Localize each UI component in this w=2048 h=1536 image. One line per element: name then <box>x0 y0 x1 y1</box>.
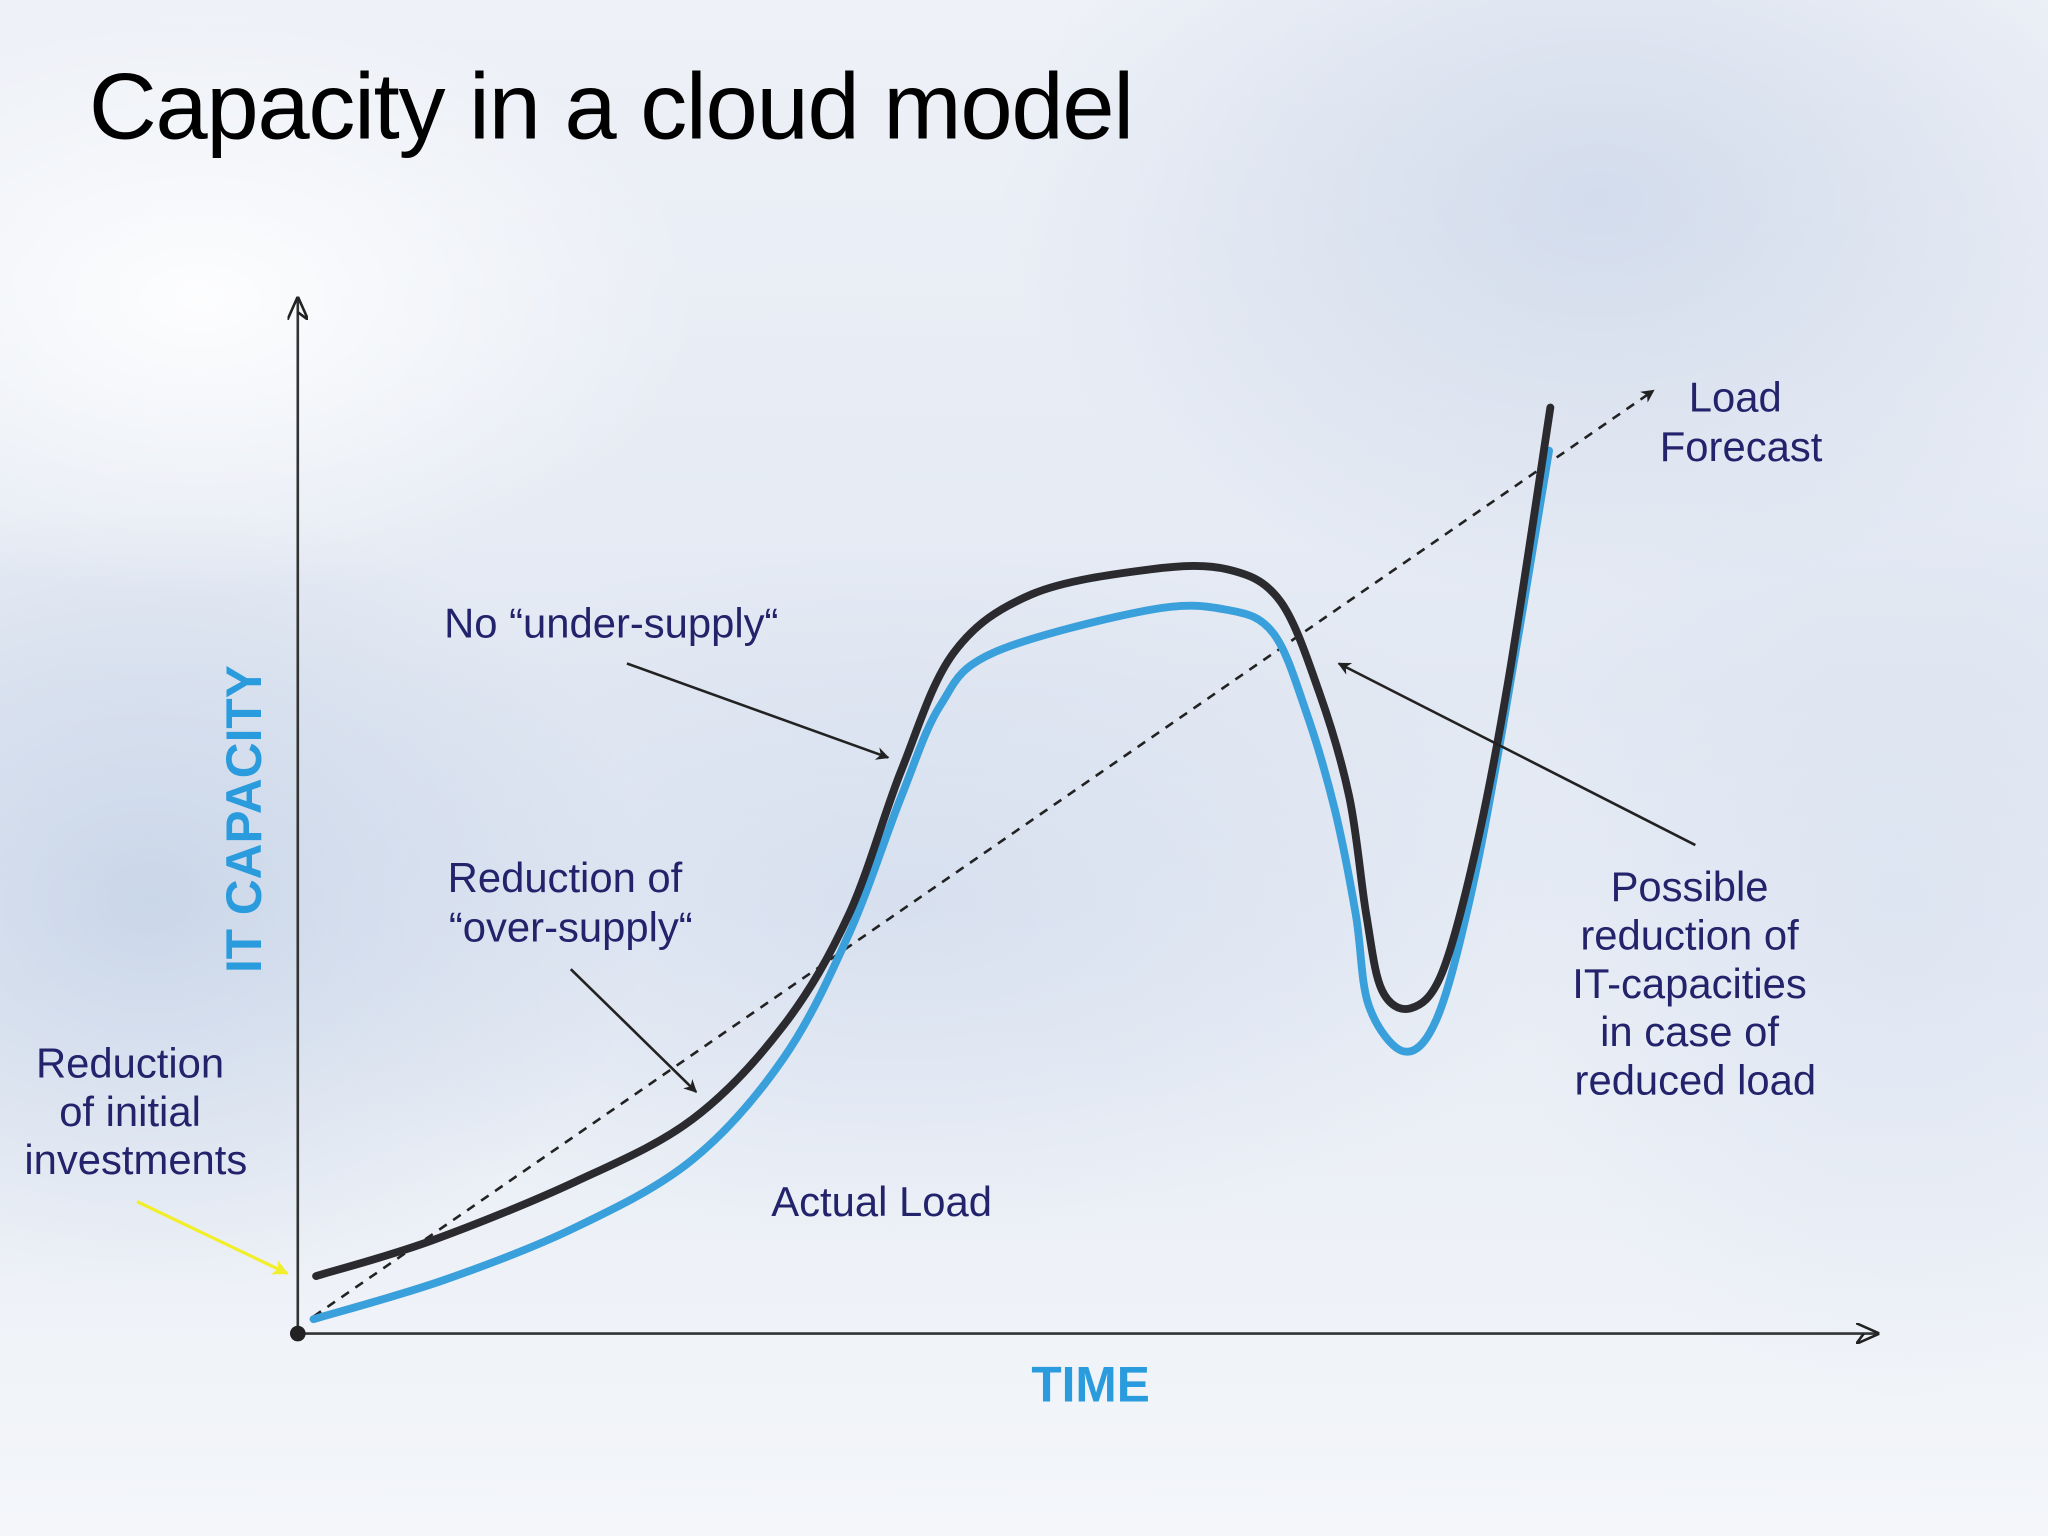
initial-investment-arrow <box>136 1200 289 1275</box>
load-forecast-label: Load Forecast <box>1660 373 1823 470</box>
y-axis-label: IT CAPACITY <box>216 665 272 973</box>
over-supply-label: Reduction of “over-supply“ <box>448 854 694 951</box>
page-title: Capacity in a cloud model <box>89 53 1133 158</box>
origin-dot <box>289 1325 306 1342</box>
possible-reduction-label: Possible reduction of IT-capacities in c… <box>1572 863 1818 1103</box>
no-under-supply-label: No “under-supply“ <box>444 599 778 646</box>
capacity-curve <box>312 403 1555 1280</box>
under-supply-arrow <box>626 662 890 760</box>
over-supply-arrow <box>569 968 698 1093</box>
reduction-arrow <box>1337 662 1696 847</box>
actual-load-curve <box>309 446 1553 1324</box>
initial-investments-label: Reduction of initial investments <box>24 1040 247 1184</box>
actual-load-label: Actual Load <box>771 1178 992 1225</box>
x-axis-label: TIME <box>1031 1356 1150 1412</box>
